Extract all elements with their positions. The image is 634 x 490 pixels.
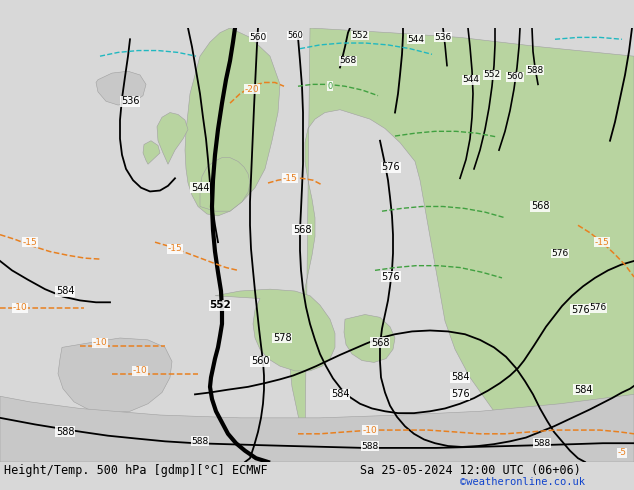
Text: 576: 576	[382, 162, 400, 172]
Text: 588: 588	[56, 427, 74, 437]
Text: 560: 560	[507, 73, 524, 81]
Text: 588: 588	[533, 439, 550, 448]
Text: 536: 536	[120, 96, 139, 106]
Polygon shape	[0, 394, 634, 462]
Text: 568: 568	[371, 338, 389, 348]
Text: 576: 576	[552, 249, 569, 258]
Text: -5: -5	[618, 448, 626, 457]
Text: 536: 536	[434, 33, 451, 42]
Polygon shape	[290, 28, 634, 462]
Polygon shape	[96, 71, 146, 105]
Polygon shape	[185, 28, 280, 216]
Polygon shape	[344, 315, 395, 363]
Polygon shape	[200, 158, 250, 211]
Text: 576: 576	[571, 305, 590, 315]
Text: -10: -10	[13, 303, 27, 313]
Text: 578: 578	[273, 333, 291, 343]
Polygon shape	[215, 289, 335, 371]
Polygon shape	[143, 141, 160, 164]
Text: 576: 576	[590, 303, 607, 313]
Text: 584: 584	[56, 286, 74, 296]
Text: 576: 576	[382, 272, 400, 282]
Polygon shape	[157, 113, 188, 164]
Text: ©weatheronline.co.uk: ©weatheronline.co.uk	[460, 477, 585, 487]
Text: 544: 544	[408, 35, 425, 44]
Text: 568: 568	[339, 56, 356, 65]
Text: -10: -10	[133, 367, 147, 375]
Text: -15: -15	[595, 238, 609, 246]
Text: 552: 552	[484, 71, 501, 79]
Text: -10: -10	[363, 425, 377, 435]
Text: Height/Temp. 500 hPa [gdmp][°C] ECMWF: Height/Temp. 500 hPa [gdmp][°C] ECMWF	[4, 464, 268, 476]
Text: Sa 25-05-2024 12:00 UTC (06+06): Sa 25-05-2024 12:00 UTC (06+06)	[360, 464, 581, 476]
Text: 588: 588	[191, 437, 209, 446]
Text: 568: 568	[531, 201, 549, 212]
Text: 576: 576	[451, 390, 469, 399]
Text: 560: 560	[249, 33, 267, 42]
Text: -15: -15	[283, 174, 297, 183]
Text: -10: -10	[93, 338, 107, 347]
Polygon shape	[58, 338, 172, 413]
Text: 544: 544	[462, 75, 479, 84]
Text: 588: 588	[526, 66, 543, 75]
Text: 584: 584	[451, 372, 469, 383]
Text: 552: 552	[351, 31, 368, 40]
Text: 0: 0	[327, 82, 333, 91]
Text: -15: -15	[167, 244, 183, 253]
Text: -20: -20	[245, 85, 259, 94]
Text: 584: 584	[574, 385, 592, 394]
Text: -15: -15	[23, 238, 37, 246]
Text: 568: 568	[293, 225, 311, 235]
Text: 588: 588	[361, 441, 378, 450]
Text: 560: 560	[287, 31, 303, 40]
Text: 544: 544	[191, 183, 209, 193]
Text: 584: 584	[331, 390, 349, 399]
Text: 552: 552	[209, 300, 231, 310]
Text: 560: 560	[251, 357, 269, 367]
